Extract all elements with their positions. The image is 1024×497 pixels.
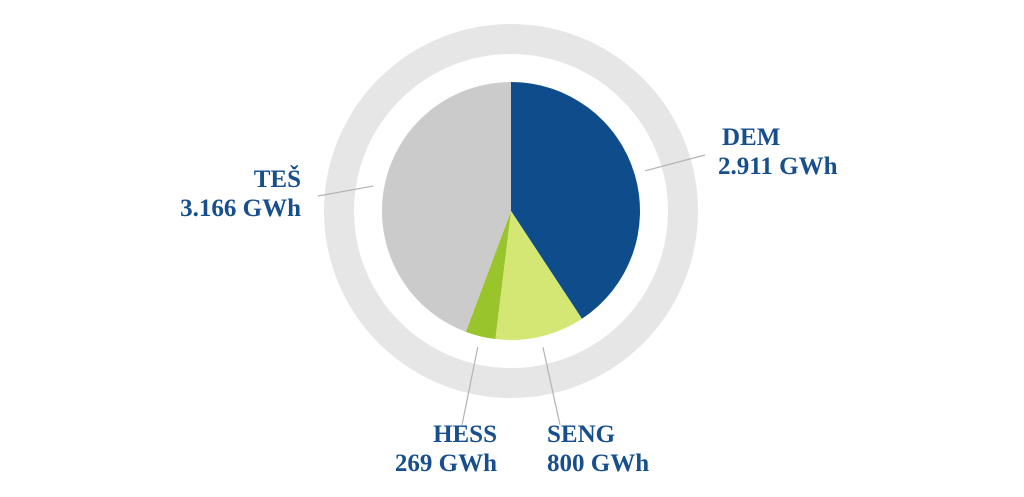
leader-line-teš [317,185,374,197]
leader-line-hess [461,346,479,426]
outer-ring [324,24,698,398]
pie-slice-dem [511,82,640,319]
pie-slice-seng [495,211,582,340]
pie-slice-teš [381,82,511,332]
label-seng-value: 800 GWh [547,450,649,477]
label-hess-name: HESS [433,421,497,448]
label-dem-value: 2.911 GWh [718,153,838,180]
label-hess-value: 269 GWh [395,450,497,477]
leader-lines [317,154,706,426]
label-seng-name: SENG [547,421,615,448]
label-tes-value: 3.166 GWh [180,195,301,222]
label-dem-name: DEM [722,124,780,151]
leader-line-dem [644,154,706,172]
pie-slice-hess [465,211,511,340]
pie-slices [381,82,640,340]
leader-line-seng [542,347,561,426]
label-tes-name: TEŠ [254,165,301,193]
